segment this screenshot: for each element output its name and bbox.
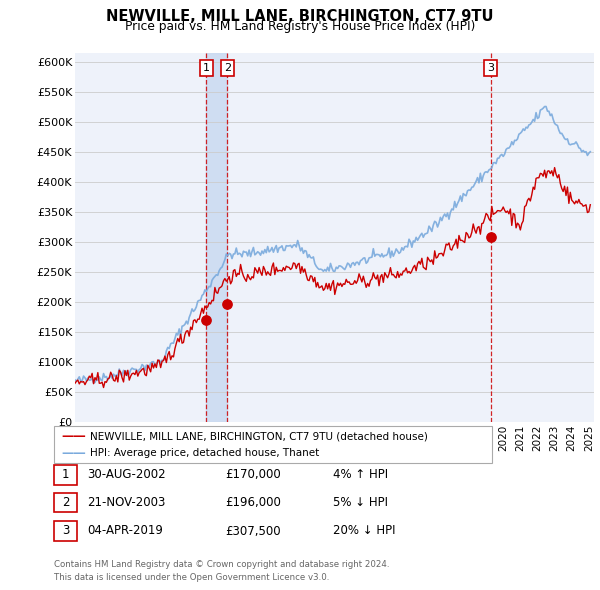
- Text: 21-NOV-2003: 21-NOV-2003: [87, 496, 166, 509]
- Text: ——: ——: [61, 430, 86, 442]
- Text: 20% ↓ HPI: 20% ↓ HPI: [333, 525, 395, 537]
- Text: 5% ↓ HPI: 5% ↓ HPI: [333, 496, 388, 509]
- Text: 4% ↑ HPI: 4% ↑ HPI: [333, 468, 388, 481]
- Text: Price paid vs. HM Land Registry's House Price Index (HPI): Price paid vs. HM Land Registry's House …: [125, 20, 475, 33]
- Point: [223, 300, 232, 309]
- Text: HPI: Average price, detached house, Thanet: HPI: Average price, detached house, Than…: [90, 448, 319, 458]
- Text: NEWVILLE, MILL LANE, BIRCHINGTON, CT7 9TU: NEWVILLE, MILL LANE, BIRCHINGTON, CT7 9T…: [106, 9, 494, 24]
- Text: £196,000: £196,000: [225, 496, 281, 509]
- Text: £307,500: £307,500: [225, 525, 281, 537]
- Text: 2: 2: [224, 63, 231, 73]
- Text: £170,000: £170,000: [225, 468, 281, 481]
- Text: ——: ——: [61, 447, 86, 460]
- Text: 3: 3: [487, 63, 494, 73]
- Text: 3: 3: [62, 525, 69, 537]
- Text: 04-APR-2019: 04-APR-2019: [87, 525, 163, 537]
- Text: Contains HM Land Registry data © Crown copyright and database right 2024.: Contains HM Land Registry data © Crown c…: [54, 559, 389, 569]
- Point: [486, 233, 496, 242]
- Text: 2: 2: [62, 496, 69, 509]
- Text: 1: 1: [203, 63, 210, 73]
- Text: 1: 1: [62, 468, 69, 481]
- Text: 30-AUG-2002: 30-AUG-2002: [87, 468, 166, 481]
- Text: This data is licensed under the Open Government Licence v3.0.: This data is licensed under the Open Gov…: [54, 572, 329, 582]
- Text: NEWVILLE, MILL LANE, BIRCHINGTON, CT7 9TU (detached house): NEWVILLE, MILL LANE, BIRCHINGTON, CT7 9T…: [90, 431, 428, 441]
- Point: [202, 315, 211, 324]
- Bar: [206, 53, 227, 422]
